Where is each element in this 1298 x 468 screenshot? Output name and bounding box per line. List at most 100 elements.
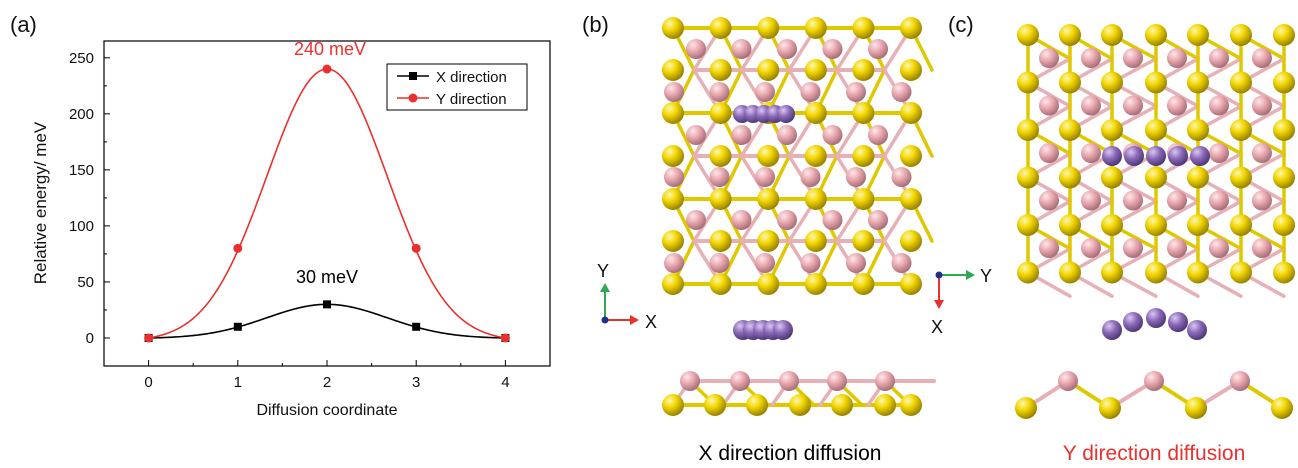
atom-yellow <box>1145 166 1167 189</box>
atom-yellow <box>757 273 780 295</box>
atom-yellow <box>757 145 780 167</box>
atom-yellow <box>1145 261 1167 284</box>
atom-pink <box>680 371 700 391</box>
energy-chart: 0 1 2 3 4 0 50 100 150 200 250 Relative energy/ me… <box>31 39 551 419</box>
atom-yellow <box>900 230 922 252</box>
atom-pink <box>731 125 752 145</box>
atom-pink <box>846 82 866 102</box>
atom-pink <box>1167 190 1187 211</box>
y-tick-label: 200 <box>69 106 94 123</box>
atom-pink <box>1209 143 1229 163</box>
atom-pink <box>1081 48 1101 68</box>
atom-yellow <box>852 145 875 167</box>
axis-glyph-c: Y X <box>931 266 992 337</box>
atom-yellow <box>1017 71 1039 94</box>
atom-pink <box>827 371 847 391</box>
atom-yellow <box>1145 119 1167 141</box>
atom-pink <box>686 210 706 230</box>
atom-yellow <box>1187 261 1209 284</box>
atom-yellow <box>789 394 811 416</box>
axis-origin-c <box>935 271 943 279</box>
atom-yellow <box>852 230 875 252</box>
atom-yellow <box>1017 24 1039 46</box>
y-tick-label: 0 <box>86 330 94 347</box>
legend-label-y: Y direction <box>436 91 507 108</box>
atom-purple <box>1190 146 1210 166</box>
caption-c: Y direction diffusion <box>1063 442 1246 465</box>
atom-yellow <box>852 102 875 124</box>
atom-purple <box>1168 312 1188 332</box>
atom-yellow <box>1273 24 1295 46</box>
atom-yellow <box>1187 166 1209 189</box>
atom-yellow <box>1099 397 1121 419</box>
atom-pink <box>822 39 843 59</box>
atom-yellow <box>757 188 780 210</box>
atom-pink <box>1039 238 1059 258</box>
atom-pink <box>891 82 912 102</box>
atom-pink <box>777 210 797 230</box>
atom-pink <box>800 167 821 187</box>
panel-label-b: (b) <box>582 12 609 37</box>
atom-pink <box>777 39 797 59</box>
atom-yellow <box>852 59 875 81</box>
atom-pink <box>755 167 775 187</box>
atom-purple <box>1146 308 1166 328</box>
x-tick-label: 3 <box>412 374 420 391</box>
atom-pink <box>1167 238 1187 258</box>
atom-yellow <box>709 102 732 124</box>
arrow-right-icon <box>966 270 975 280</box>
panel-label-c: (c) <box>948 12 974 37</box>
atom-purple <box>1102 146 1122 166</box>
legend-box <box>386 63 528 111</box>
atom-yellow <box>1059 119 1081 141</box>
atom-pink <box>1039 48 1059 68</box>
data-point-y <box>322 64 332 74</box>
atom-yellow <box>900 273 922 295</box>
atom-yellow <box>1187 119 1209 141</box>
atom-pink <box>1167 48 1187 68</box>
atom-yellow <box>709 273 732 295</box>
atom-pink <box>709 82 730 102</box>
atom-yellow <box>1187 214 1209 236</box>
atom-yellow <box>804 230 827 252</box>
y-tick-label: 100 <box>69 218 94 235</box>
atom-pink <box>800 253 821 273</box>
data-point-x <box>412 322 421 331</box>
atom-yellow <box>746 394 768 416</box>
atom-yellow <box>1273 214 1295 236</box>
atom-pink <box>664 82 684 102</box>
atom-yellow <box>709 145 732 167</box>
atom-pink <box>1252 143 1272 163</box>
atom-yellow <box>1059 166 1081 189</box>
atom-pink <box>1081 238 1101 258</box>
atom-yellow <box>1101 24 1123 46</box>
atom-yellow <box>757 230 780 252</box>
data-point-y <box>411 243 421 253</box>
atom-yellow <box>1185 397 1207 419</box>
y-tick-label: 250 <box>69 50 94 67</box>
atom-pink <box>686 39 706 59</box>
atom-purple <box>777 105 795 123</box>
atom-pink <box>868 210 888 230</box>
atom-yellow <box>757 17 780 39</box>
atom-pink <box>1058 371 1078 391</box>
atom-pink <box>1039 95 1059 116</box>
atom-purple <box>1124 146 1144 166</box>
panel-label-a: (a) <box>10 12 37 37</box>
atom-pink <box>731 39 752 59</box>
axis-label-b-y: Y <box>597 261 609 281</box>
annotation-30: 30 meV <box>296 267 358 287</box>
atom-yellow <box>804 102 827 124</box>
atom-yellow <box>1273 119 1295 141</box>
legend-marker-x <box>409 72 417 80</box>
atom-pink <box>730 371 750 391</box>
atom-yellow <box>900 59 922 81</box>
atom-yellow <box>804 17 827 39</box>
atom-pink <box>800 82 821 102</box>
atom-pink <box>1039 143 1059 163</box>
atom-pink <box>822 210 843 230</box>
atom-yellow <box>1017 214 1039 236</box>
data-point-y <box>144 333 154 343</box>
atom-yellow <box>874 394 896 416</box>
atom-yellow <box>1145 71 1167 94</box>
